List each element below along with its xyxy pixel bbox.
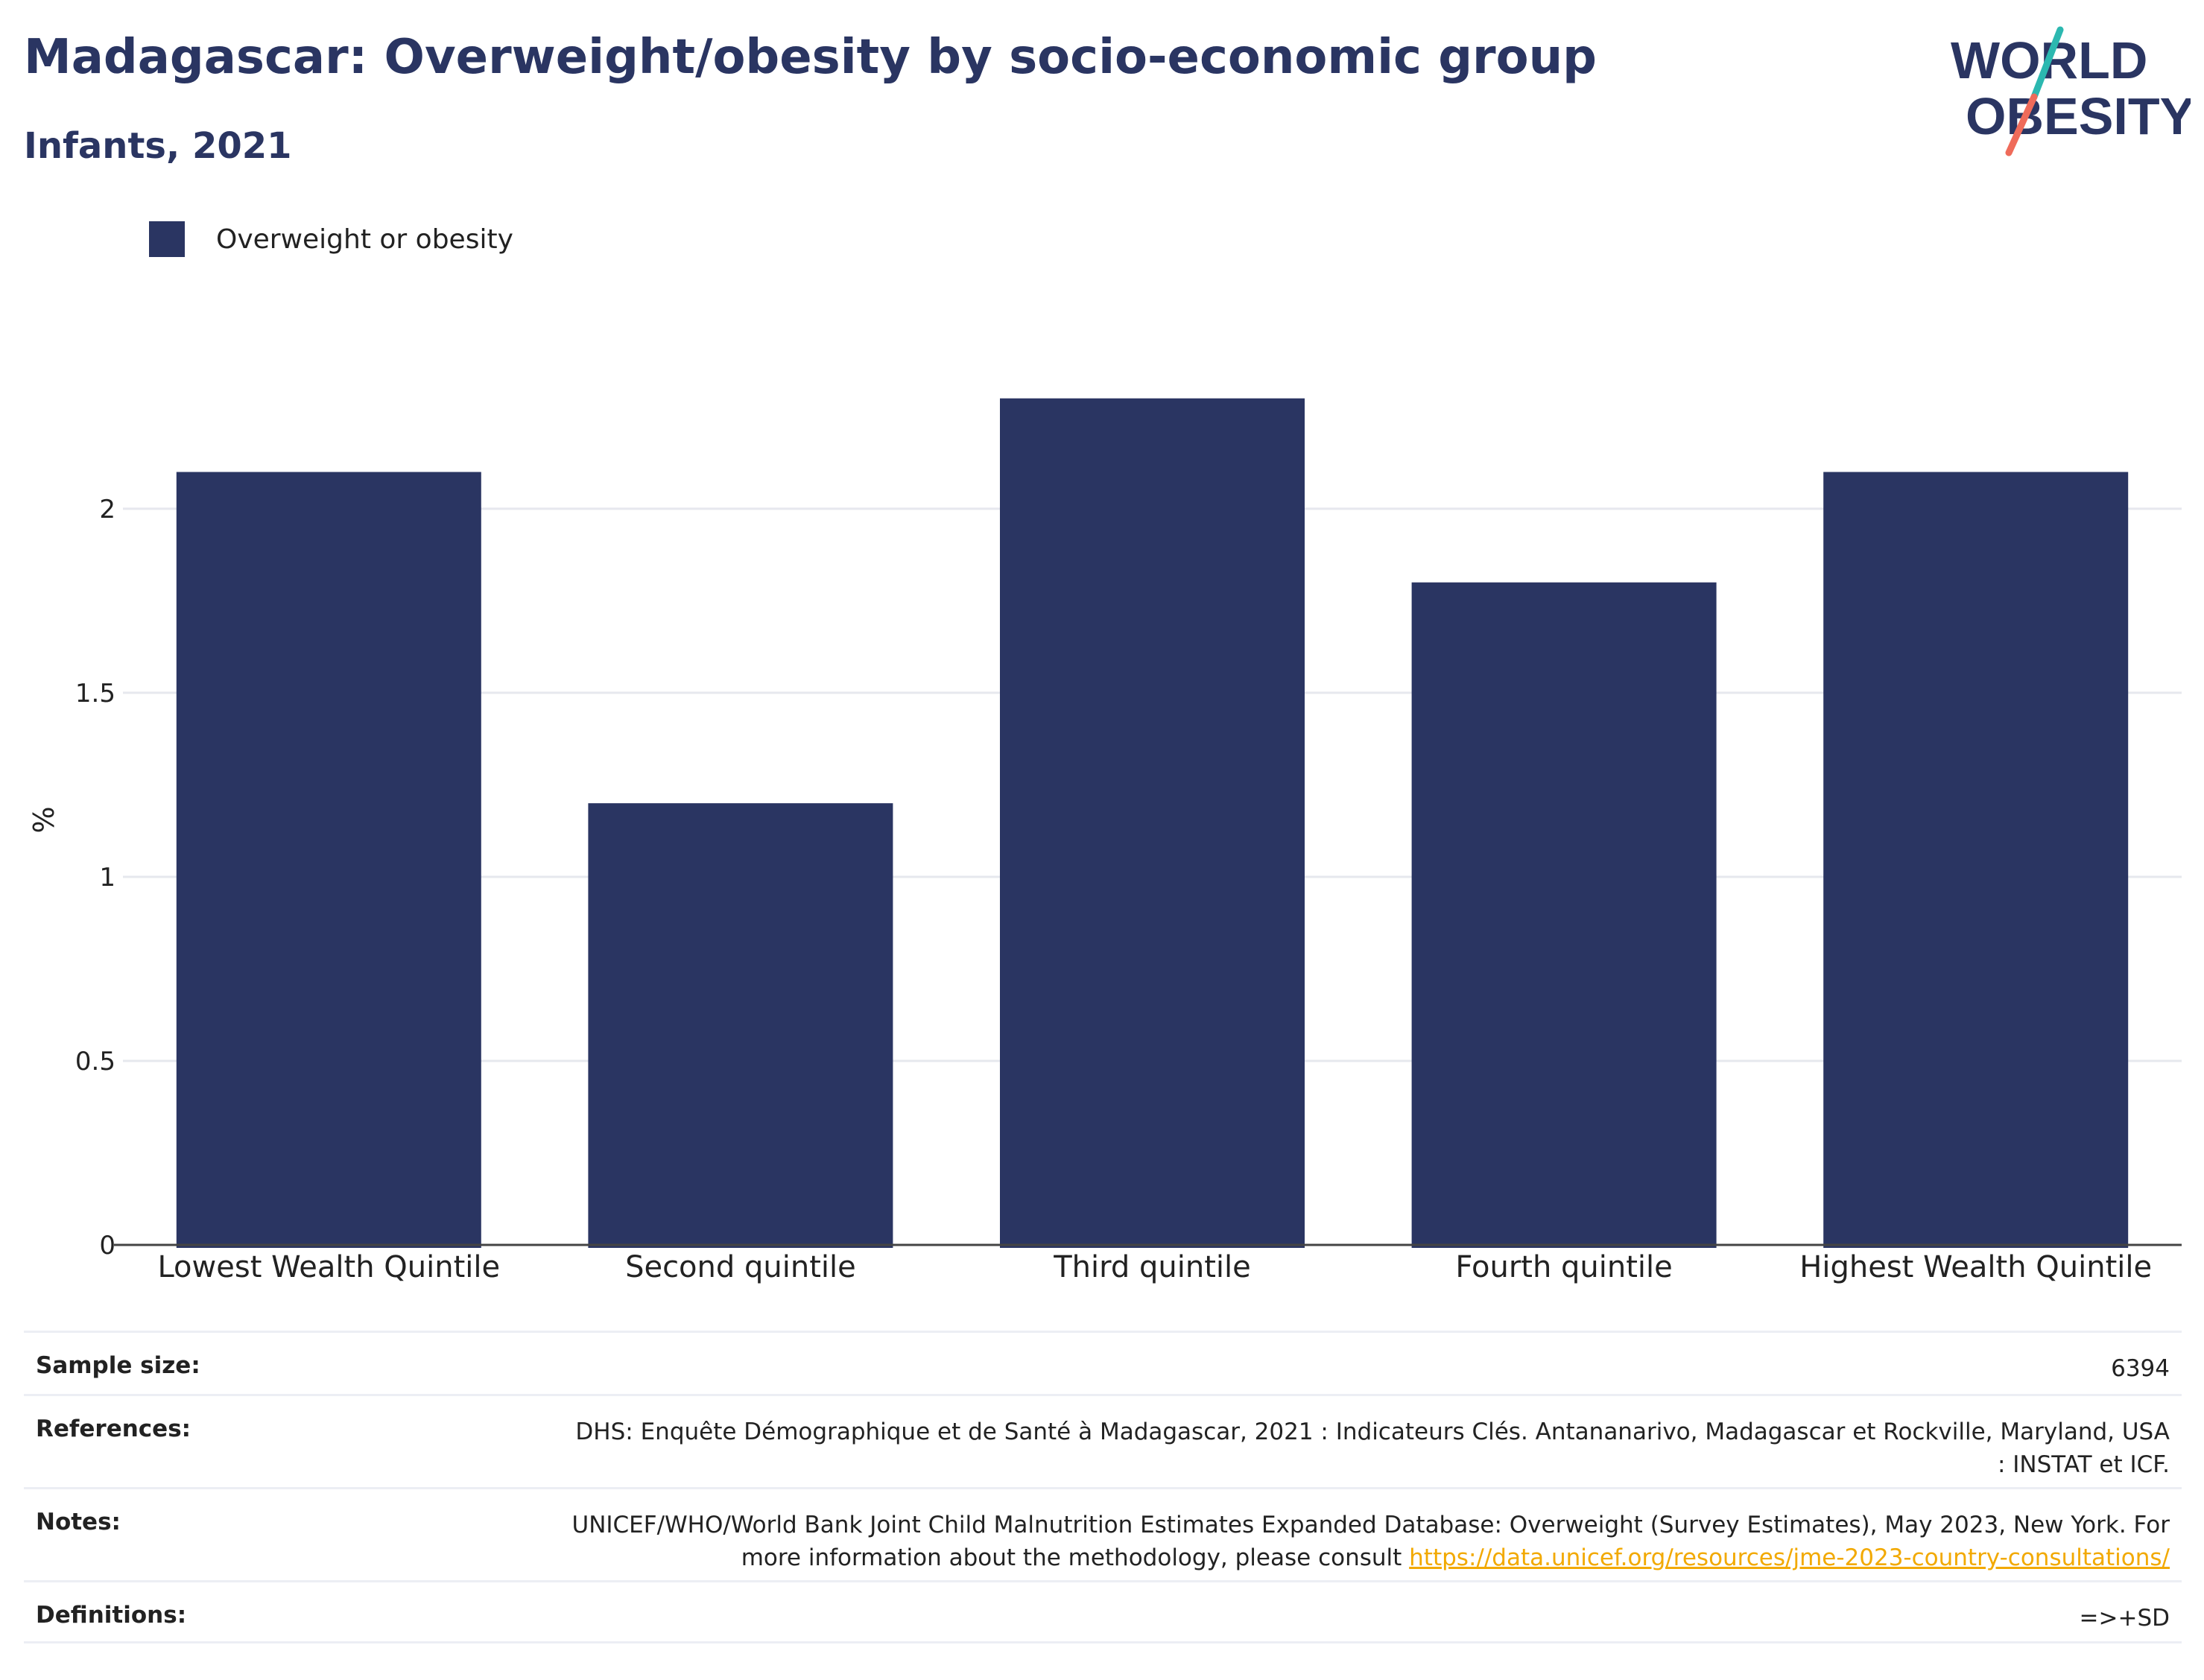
definitions-row: Definitions: =>+SD [24,1580,2182,1643]
bar[interactable] [176,472,481,1248]
chart-legend: Overweight or obesity [149,221,513,258]
definitions-value: =>+SD [2079,1605,2170,1632]
sample-size-value: 6394 [2111,1355,2170,1382]
x-tick-label: Second quintile [625,1250,856,1284]
legend-swatch[interactable] [149,221,185,257]
x-tick-label: Highest Wealth Quintile [1799,1250,2152,1284]
logo-slash-teal [2030,26,2064,101]
y-tick-label: 1 [99,863,115,893]
chart-title: Madagascar: Overweight/obesity by socio-… [24,30,1597,85]
bar[interactable] [1823,472,2129,1248]
logo-slash-coral [2005,93,2038,156]
notes-value: UNICEF/WHO/World Bank Joint Child Malnut… [568,1509,2170,1580]
metadata-table: Sample size: 6394 References: DHS: Enquê… [24,1331,2182,1643]
x-tick-label: Fourth quintile [1455,1250,1672,1284]
notes-link[interactable]: https://data.unicef.org/resources/jme-20… [1409,1544,2170,1571]
y-tick-label: 1.5 [75,679,115,709]
references-label: References: [36,1416,191,1442]
references-row: References: DHS: Enquête Démographique e… [24,1394,2182,1487]
y-tick-label: 0 [99,1231,115,1261]
y-tick-label: 2 [99,495,115,524]
world-obesity-logo: WORLD OBESITY [1951,26,2191,156]
references-value: DHS: Enquête Démographique et de Santé à… [575,1419,2170,1478]
sample-size-row: Sample size: 6394 [24,1331,2182,1394]
sample-size-label: Sample size: [36,1352,200,1379]
legend-label: Overweight or obesity [216,224,513,255]
bar[interactable] [588,803,893,1248]
definitions-label: Definitions: [36,1602,187,1629]
chart-subtitle: Infants, 2021 [24,125,292,167]
y-tick-label: 0.5 [75,1047,115,1077]
notes-text: UNICEF/WHO/World Bank Joint Child Malnut… [571,1512,2170,1571]
logo-line-obesity: OBESITY [1966,87,2191,145]
bar-chart: 0 0.5 1 1.5 2% Lowest Wealth Quintile Second q… [28,398,2182,1284]
bar[interactable] [1411,582,1717,1248]
y-axis-label: % [28,806,60,833]
notes-row: Notes: UNICEF/WHO/World Bank Joint Child… [24,1487,2182,1580]
x-tick-label: Lowest Wealth Quintile [157,1250,500,1284]
x-tick-label: Third quintile [1053,1250,1250,1284]
bar[interactable] [1000,398,1305,1248]
notes-label: Notes: [36,1509,121,1535]
